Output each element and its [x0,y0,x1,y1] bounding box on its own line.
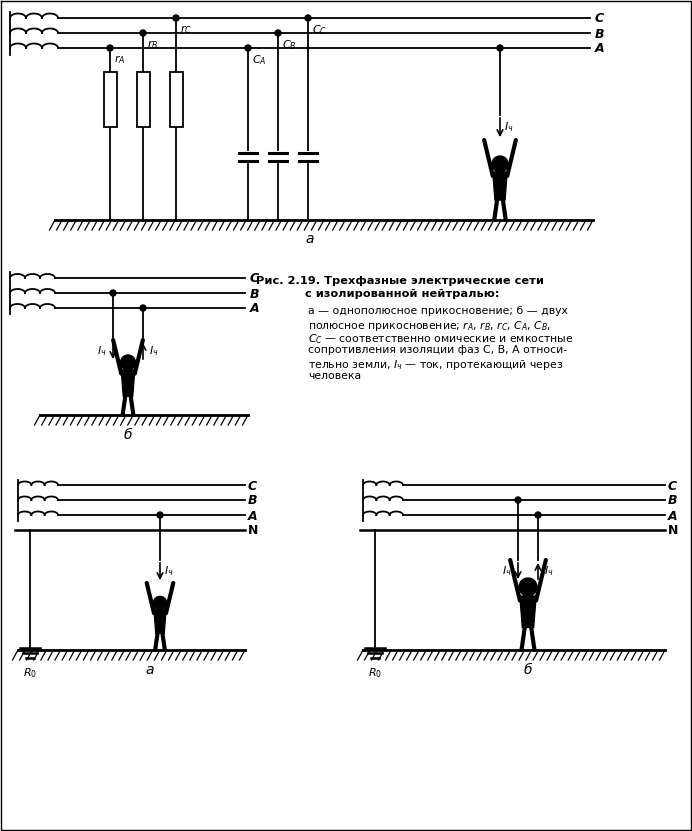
Text: $R_0$: $R_0$ [368,666,382,680]
Text: $C_B$: $C_B$ [282,38,297,52]
Text: тельно земли, $I_ч$ — ток, протекающий через: тельно земли, $I_ч$ — ток, протекающий ч… [308,358,563,372]
Text: б: б [124,428,132,442]
Text: а — однополюсное прикосновение; б — двух: а — однополюсное прикосновение; б — двух [308,306,568,316]
Text: $r_B$: $r_B$ [147,38,158,52]
Text: $R_0$: $R_0$ [23,666,37,680]
Circle shape [535,512,541,518]
Text: A: A [595,42,605,56]
Circle shape [305,15,311,21]
Text: Рис. 2.19. Трехфазные электрические сети: Рис. 2.19. Трехфазные электрические сети [256,276,544,286]
Text: A: A [668,509,677,523]
Circle shape [157,512,163,518]
Circle shape [140,305,146,311]
Circle shape [120,355,136,370]
Circle shape [107,45,113,51]
Text: C: C [248,479,257,493]
Bar [136,72,149,127]
Polygon shape [520,596,536,627]
Text: $I_ч$: $I_ч$ [544,564,554,578]
Text: B: B [248,494,257,508]
Text: N: N [248,524,258,538]
Circle shape [497,45,503,51]
Circle shape [519,578,537,596]
Text: $I_ч$: $I_ч$ [504,120,513,135]
Text: $I_ч$: $I_ч$ [97,344,107,358]
Text: $I_ч$: $I_ч$ [149,344,158,358]
Polygon shape [493,172,507,200]
Text: C: C [250,273,259,286]
Circle shape [140,30,146,36]
Bar [104,72,116,127]
Text: $r_A$: $r_A$ [114,54,125,66]
Circle shape [515,497,521,503]
Circle shape [245,45,251,51]
Circle shape [110,290,116,296]
Text: с изолированной нейтралью:: с изолированной нейтралью: [301,289,499,299]
Polygon shape [154,610,166,633]
Bar [170,72,183,127]
Text: A: A [248,509,257,523]
Text: $I_ч$: $I_ч$ [502,564,512,578]
Text: б: б [524,663,532,677]
Text: B: B [668,494,677,508]
Circle shape [275,30,281,36]
Text: сопротивления изоляции фаз С, В, А относи-: сопротивления изоляции фаз С, В, А относ… [308,345,567,355]
Text: $C_C$: $C_C$ [312,23,327,37]
Text: C: C [595,12,604,26]
Text: $C_A$: $C_A$ [252,53,266,67]
Text: $r_C$: $r_C$ [180,23,192,37]
Text: $C_C$ — соответственно омические и емкостные: $C_C$ — соответственно омические и емкос… [308,332,574,346]
Polygon shape [121,370,135,396]
Text: A: A [250,302,260,316]
Text: полюсное прикосновение; $r_A$, $r_B$, $r_C$, $C_A$, $C_B$,: полюсное прикосновение; $r_A$, $r_B$, $r… [308,319,552,333]
Text: $I_ч$: $I_ч$ [164,564,174,578]
Text: а: а [306,232,314,246]
Text: B: B [250,288,260,301]
Text: B: B [595,27,605,41]
Circle shape [154,597,167,610]
Text: C: C [668,479,677,493]
Circle shape [492,156,508,172]
Circle shape [173,15,179,21]
Text: N: N [668,524,678,538]
Text: человека: человека [308,371,361,381]
Text: а: а [146,663,154,677]
